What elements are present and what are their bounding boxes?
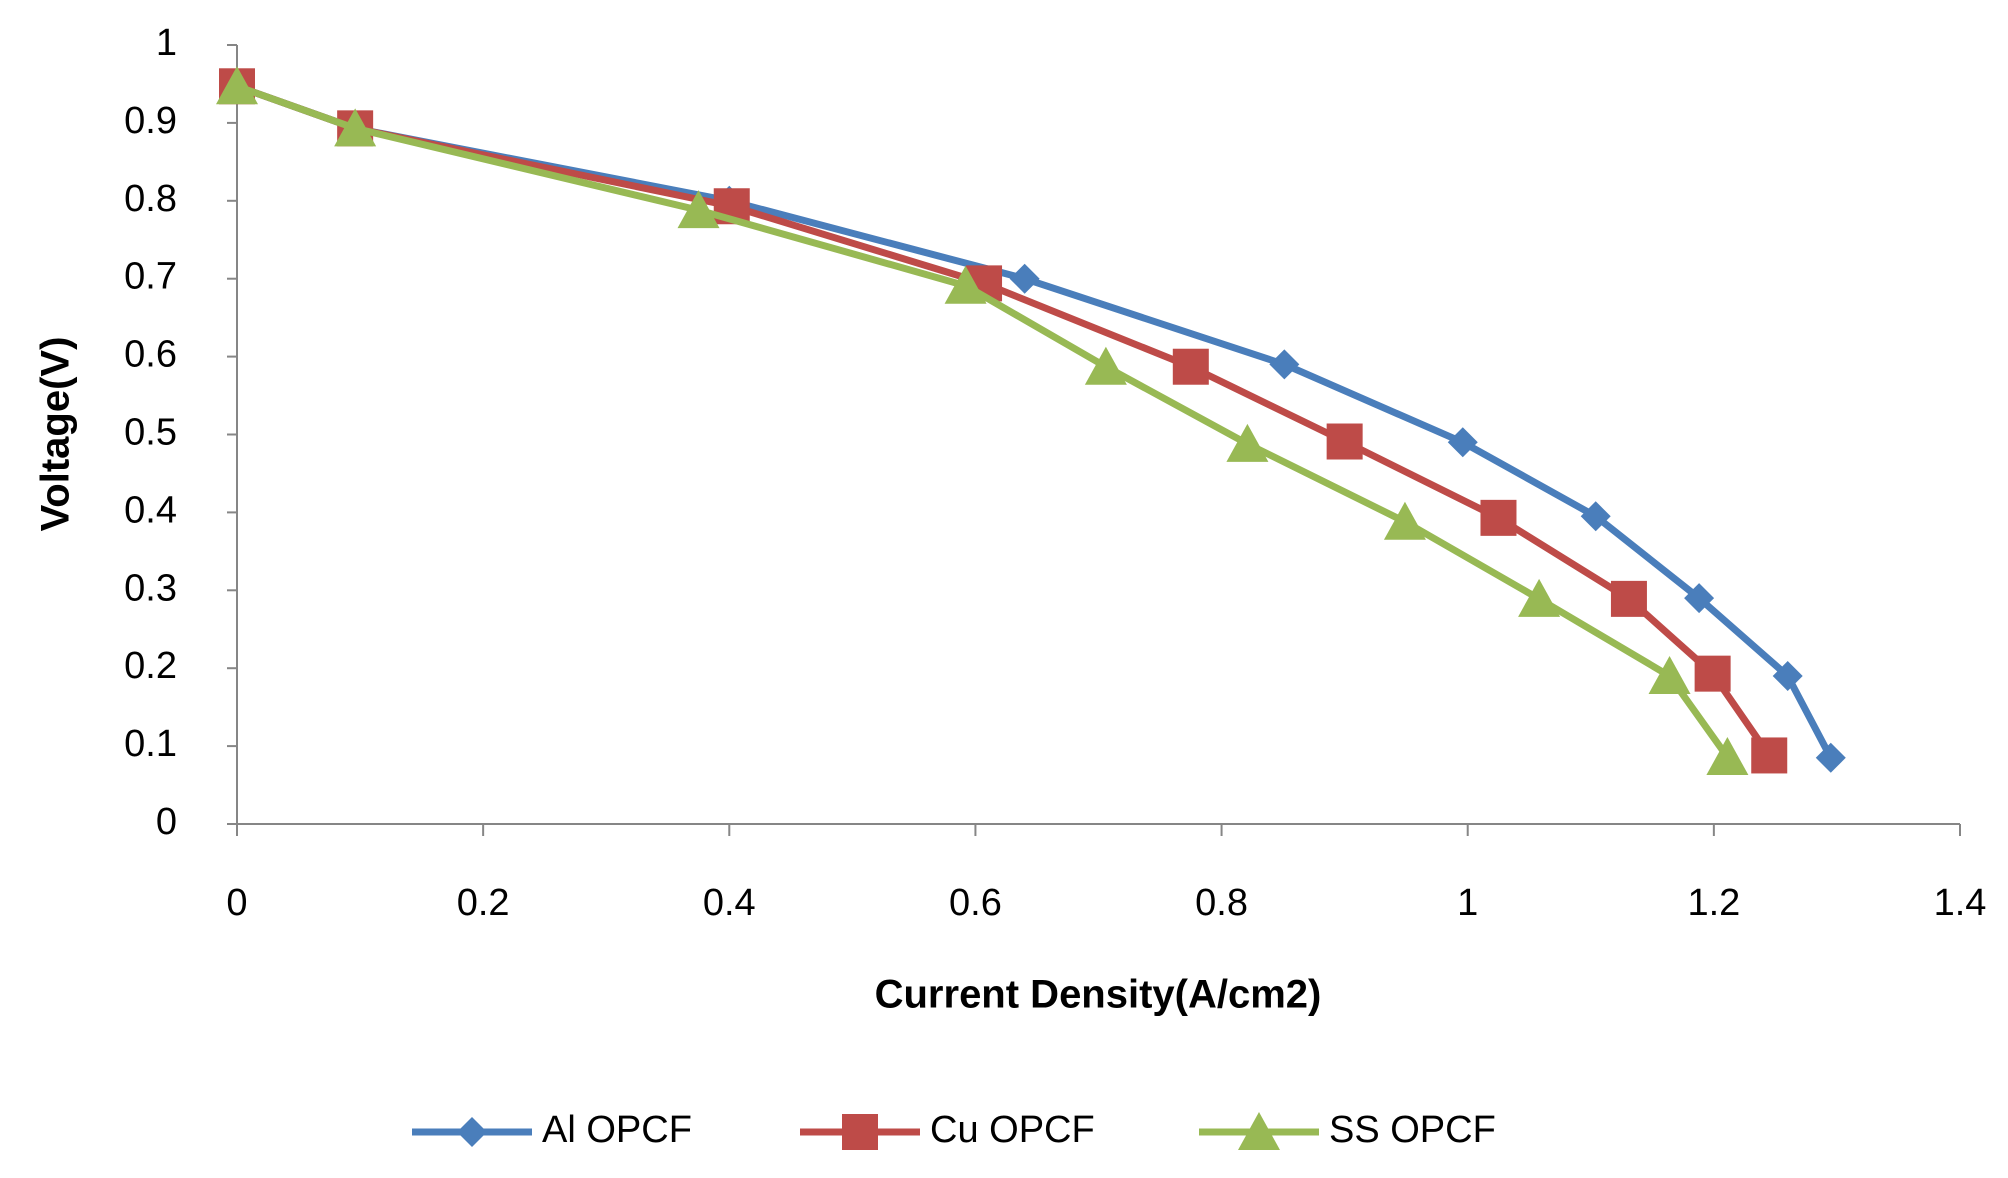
x-tick-label: 1.2	[1687, 882, 1740, 924]
y-tick-label: 0.5	[124, 412, 177, 454]
data-point	[1772, 660, 1803, 691]
x-tick-label: 0.8	[1195, 882, 1248, 924]
legend-label: Al OPCF	[542, 1109, 692, 1151]
y-tick-label: 1	[156, 22, 177, 64]
data-point	[1447, 427, 1478, 458]
data-point	[1326, 423, 1363, 460]
data-point	[1269, 349, 1300, 380]
data-point	[1480, 499, 1517, 536]
y-tick-label: 0.9	[124, 100, 177, 142]
x-tick-label: 0.4	[703, 882, 756, 924]
data-point	[1226, 423, 1269, 462]
data-point	[1706, 737, 1749, 776]
x-tick-label: 1.4	[1934, 882, 1987, 924]
data-point	[944, 265, 987, 304]
series-line	[235, 82, 1773, 758]
legend-marker	[1238, 1112, 1280, 1150]
x-tick-label: 0.6	[949, 882, 1002, 924]
x-tick-label: 0.2	[457, 882, 510, 924]
y-tick-label: 0	[156, 801, 177, 843]
y-tick-label: 0.7	[124, 256, 177, 298]
y-tick-label: 0.2	[124, 645, 177, 687]
data-point	[1648, 655, 1691, 694]
y-tick-label: 0.3	[124, 567, 177, 609]
x-tick-label: 0	[226, 882, 247, 924]
series-line	[235, 82, 1834, 760]
x-axis-title: Current Density(A/cm2)	[875, 973, 1322, 1017]
data-point	[1084, 346, 1127, 385]
y-axis-title: Voltage(V)	[34, 337, 78, 532]
legend-label: Cu OPCF	[930, 1109, 1095, 1151]
data-point	[1751, 737, 1788, 774]
data-point	[1684, 583, 1715, 614]
y-tick-label: 0.4	[124, 489, 177, 531]
data-point	[1580, 501, 1611, 532]
legend-marker	[842, 1114, 878, 1150]
legend-marker	[457, 1117, 487, 1147]
y-tick-label: 0.6	[124, 334, 177, 376]
series-line	[235, 82, 1731, 760]
data-point	[1694, 655, 1731, 692]
y-tick-label: 0.8	[124, 178, 177, 220]
legend-label: SS OPCF	[1329, 1109, 1496, 1151]
data-point	[1172, 348, 1209, 385]
data-point	[1815, 742, 1846, 773]
data-point	[677, 190, 720, 229]
data-point	[1518, 578, 1561, 617]
data-point	[1610, 580, 1647, 617]
y-tick-label: 0.1	[124, 723, 177, 765]
data-point	[216, 66, 258, 105]
data-point	[1009, 263, 1040, 294]
x-tick-label: 1	[1457, 882, 1478, 924]
data-point	[334, 108, 377, 147]
data-point	[1383, 501, 1426, 540]
